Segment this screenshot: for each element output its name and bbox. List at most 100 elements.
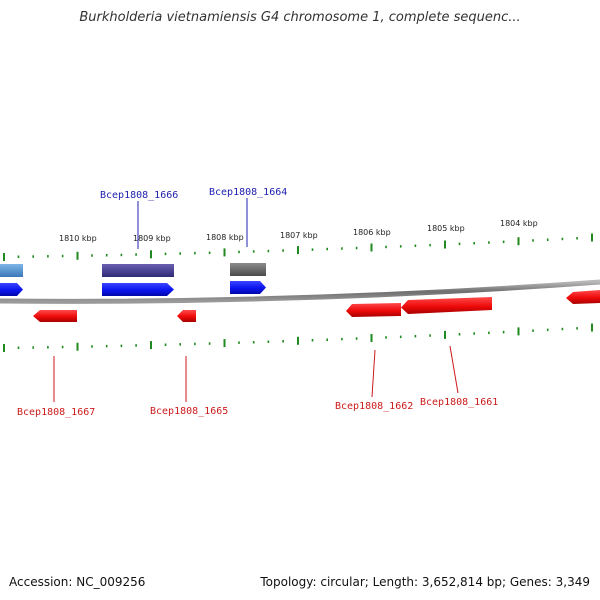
scale-tick-bottom bbox=[473, 332, 475, 335]
scale-tick-top bbox=[576, 237, 578, 240]
scale-tick-bottom bbox=[502, 330, 505, 334]
scale-tick-top bbox=[546, 238, 549, 241]
scale-tick-bottom bbox=[105, 344, 108, 348]
tick-label-1807: 1807 kbp bbox=[280, 231, 318, 240]
scale-tick-top bbox=[326, 247, 328, 251]
feature-box-navy[interactable] bbox=[102, 264, 174, 277]
scale-tick-top bbox=[429, 243, 431, 247]
scale-tick-bottom bbox=[399, 335, 402, 339]
scale-tick-bottom bbox=[91, 345, 93, 348]
gene-label-bcep1808-1667[interactable]: Bcep1808_1667 bbox=[17, 407, 95, 418]
scale-tick-top bbox=[341, 247, 343, 250]
gene-label-bcep1808-1661[interactable]: Bcep1808_1661 bbox=[420, 397, 498, 408]
reverse-gene-arrow-bcep1808-1665[interactable] bbox=[177, 310, 196, 322]
genome-summary: Topology: circular; Length: 3,652,814 bp… bbox=[260, 575, 590, 589]
reverse-gene-arrow-edge[interactable] bbox=[566, 290, 600, 304]
scale-tick-top bbox=[311, 248, 314, 251]
forward-gene-arrow-bcep1808-1664[interactable] bbox=[230, 281, 266, 294]
scale-tick-top bbox=[150, 250, 152, 259]
scale-tick-top bbox=[473, 242, 475, 245]
scale-tick-bottom bbox=[517, 327, 520, 336]
scale-tick-bottom bbox=[429, 334, 431, 337]
scale-tick-top bbox=[194, 251, 196, 255]
scale-tick-bottom bbox=[532, 329, 534, 332]
feature-box-gray[interactable] bbox=[230, 263, 266, 276]
scale-tick-bottom bbox=[282, 340, 284, 343]
scale-tick-bottom bbox=[591, 323, 593, 332]
scale-tick-bottom bbox=[546, 328, 549, 332]
scale-tick-bottom bbox=[61, 345, 64, 349]
scale-tick-top bbox=[591, 233, 593, 242]
scale-tick-bottom bbox=[252, 341, 255, 344]
scale-tick-bottom bbox=[76, 342, 79, 351]
forward-gene-arrow-bcep1808-1666[interactable] bbox=[102, 283, 174, 296]
scale-tick-top bbox=[135, 253, 137, 256]
scale-tick-top bbox=[458, 242, 461, 246]
scale-tick-bottom bbox=[370, 334, 373, 342]
gene-label-bcep1808-1665[interactable]: Bcep1808_1665 bbox=[150, 406, 228, 417]
scale-tick-top bbox=[502, 240, 505, 244]
tick-label-1804: 1804 kbp bbox=[500, 219, 538, 228]
scale-tick-bottom bbox=[3, 344, 5, 352]
reverse-genes bbox=[33, 290, 600, 322]
forward-genes bbox=[0, 281, 266, 296]
scale-tick-top bbox=[444, 240, 446, 249]
tick-label-1808: 1808 kbp bbox=[206, 233, 244, 242]
scale-tick-bottom bbox=[355, 337, 358, 340]
scale-tick-top bbox=[517, 237, 520, 246]
scale-tick-bottom bbox=[194, 342, 196, 346]
scale-tick-top bbox=[385, 245, 387, 249]
scale-ticks-top bbox=[3, 233, 593, 261]
reverse-gene-arrow-bcep1808-1667[interactable] bbox=[33, 310, 77, 322]
scale-tick-top bbox=[282, 249, 284, 252]
scale-tick-bottom bbox=[179, 343, 181, 346]
scale-tick-top bbox=[47, 255, 49, 258]
scale-tick-top bbox=[355, 246, 358, 250]
forward-gene-arrow[interactable] bbox=[0, 283, 23, 296]
scale-tick-bottom bbox=[414, 334, 417, 338]
scale-labels: 1810 kbp 1809 kbp 1808 kbp 1807 kbp 1806… bbox=[59, 219, 538, 243]
gene-label-bcep1808-1662[interactable]: Bcep1808_1662 bbox=[335, 401, 413, 412]
tick-label-1805: 1805 kbp bbox=[427, 224, 465, 233]
tick-label-1809: 1809 kbp bbox=[133, 234, 171, 243]
gene-label-bcep1808-1664[interactable]: Bcep1808_1664 bbox=[209, 187, 287, 198]
scale-tick-bottom bbox=[164, 343, 167, 346]
scale-ticks-bottom bbox=[3, 323, 593, 352]
scale-tick-top bbox=[532, 239, 534, 242]
scale-tick-bottom bbox=[47, 346, 49, 349]
scale-tick-bottom bbox=[150, 341, 152, 350]
scale-tick-top bbox=[17, 255, 20, 258]
reverse-gene-arrow-bcep1808-1662[interactable] bbox=[346, 303, 401, 317]
scale-tick-bottom bbox=[120, 344, 123, 348]
tick-label-1810: 1810 kbp bbox=[59, 234, 97, 243]
scale-tick-top bbox=[370, 243, 373, 252]
scale-tick-bottom bbox=[32, 346, 34, 349]
accession-label: Accession: NC_009256 bbox=[9, 575, 146, 589]
scale-tick-top bbox=[252, 250, 255, 253]
chromosome-backbone bbox=[0, 279, 600, 304]
scale-tick-bottom bbox=[267, 340, 270, 343]
scale-tick-bottom bbox=[444, 330, 446, 339]
scale-tick-top bbox=[164, 252, 167, 256]
scale-tick-bottom bbox=[208, 342, 211, 345]
tick-label-1806: 1806 kbp bbox=[353, 228, 391, 237]
reverse-gene-arrow-bcep1808-1661[interactable] bbox=[401, 297, 492, 314]
scale-tick-bottom bbox=[576, 327, 578, 330]
gene-label-bcep1808-1666[interactable]: Bcep1808_1666 bbox=[100, 190, 178, 201]
scale-tick-bottom bbox=[488, 331, 490, 335]
scale-tick-bottom bbox=[326, 338, 328, 341]
scale-tick-bottom bbox=[223, 339, 226, 348]
label-leaders bbox=[53, 198, 459, 402]
feature-box-sky[interactable] bbox=[0, 264, 23, 277]
gene-labels: Bcep1808_1666 Bcep1808_1664 Bcep1808_166… bbox=[17, 187, 498, 418]
scale-tick-top bbox=[3, 253, 5, 261]
scale-tick-bottom bbox=[238, 341, 240, 344]
scale-tick-bottom bbox=[135, 344, 137, 347]
feature-boxes bbox=[0, 263, 266, 277]
scale-tick-top bbox=[414, 244, 417, 247]
scale-tick-top bbox=[76, 251, 79, 260]
scale-tick-top bbox=[399, 245, 402, 248]
scale-tick-top bbox=[105, 254, 108, 257]
scale-tick-bottom bbox=[311, 339, 314, 342]
